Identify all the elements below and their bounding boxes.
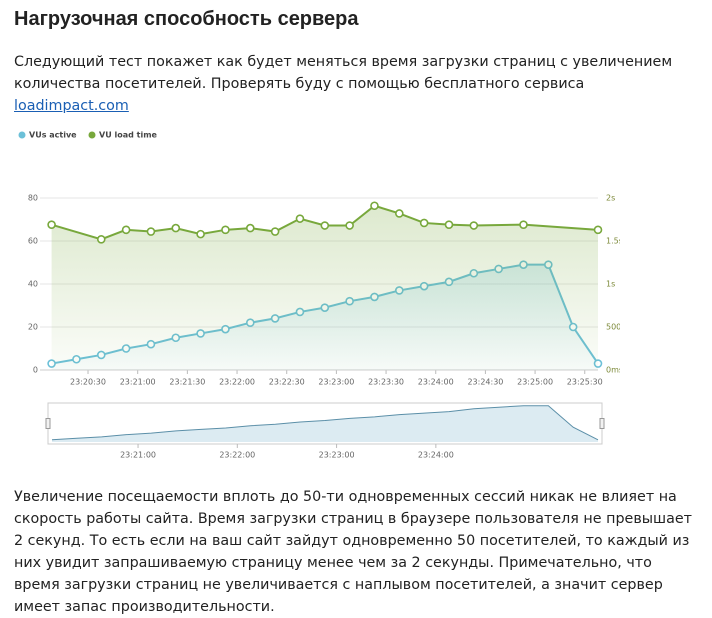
y-tick-label: 0 bbox=[33, 366, 38, 375]
y2-tick-label: 1s bbox=[606, 280, 615, 289]
legend-marker bbox=[88, 131, 96, 139]
y2-tick-label: 500ms bbox=[606, 323, 620, 332]
point bbox=[469, 221, 479, 230]
point bbox=[419, 218, 429, 228]
legend-marker bbox=[18, 131, 26, 139]
x-tick-label: 23:24:00 bbox=[418, 378, 454, 387]
point bbox=[519, 220, 528, 229]
x-tick-label: 23:24:30 bbox=[467, 378, 503, 387]
point bbox=[295, 214, 305, 223]
point bbox=[245, 223, 255, 233]
area bbox=[51, 205, 598, 370]
x-tick-label: 23:25:00 bbox=[517, 378, 553, 387]
x-tick-label: 23:21:00 bbox=[120, 378, 156, 387]
navigator-tick-label: 23:24:00 bbox=[418, 451, 454, 460]
x-tick-label: 23:20:30 bbox=[70, 378, 106, 387]
point bbox=[221, 225, 230, 235]
point bbox=[370, 201, 379, 211]
x-tick-label: 23:25:30 bbox=[567, 378, 603, 387]
point bbox=[196, 229, 205, 239]
point bbox=[444, 220, 454, 229]
point bbox=[270, 227, 280, 236]
x-tick-label: 23:22:00 bbox=[219, 378, 255, 387]
link[interactable]: loadimpact.com bbox=[14, 98, 129, 114]
navigator-tick-label: 23:23:00 bbox=[319, 451, 355, 460]
point bbox=[593, 225, 603, 235]
y-tick-label: 60 bbox=[28, 237, 38, 246]
intro-paragraph: Следующий тест покажет как будет менятьс… bbox=[14, 51, 694, 117]
y2-tick-label: 0ms bbox=[606, 366, 620, 375]
navigator-area bbox=[52, 405, 598, 442]
chart: VUs active VU load time 0 20 40 60 80 0ms 500ms 1… bbox=[18, 131, 620, 460]
point bbox=[320, 221, 330, 230]
navigator-handle bbox=[599, 418, 605, 429]
y-tick-label: 80 bbox=[28, 194, 38, 203]
point bbox=[121, 225, 131, 235]
point bbox=[345, 221, 354, 230]
x-tick-label: 23:23:00 bbox=[318, 378, 354, 387]
article-title: Нагрузочная способность сервера bbox=[14, 8, 359, 30]
x-tick-label: 23:22:30 bbox=[269, 378, 305, 387]
intro-text: Следующий тест покажет как будет менятьс… bbox=[14, 54, 673, 92]
legend-label: VU load time bbox=[99, 131, 158, 140]
point bbox=[47, 220, 56, 229]
y2-tick-label: 2s bbox=[606, 194, 615, 203]
navigator-handle bbox=[45, 418, 51, 429]
y-tick-label: 20 bbox=[28, 323, 38, 332]
navigator-line bbox=[51, 405, 599, 441]
point bbox=[146, 227, 156, 236]
y2-tick-label: 1.5s bbox=[606, 237, 620, 246]
legend-label: VUs active bbox=[29, 131, 77, 140]
outro-paragraph: Увеличение посещаемости вплоть до 50-ти … bbox=[14, 489, 692, 615]
navigator-tick-label: 23:22:00 bbox=[219, 451, 255, 460]
point bbox=[171, 223, 181, 233]
page: Нагрузочная способность сервера Следующи… bbox=[14, 8, 694, 615]
point bbox=[395, 209, 404, 218]
point bbox=[96, 234, 106, 244]
y-tick-label: 40 bbox=[28, 280, 38, 289]
x-tick-label: 23:23:30 bbox=[368, 378, 404, 387]
x-tick-label: 23:21:30 bbox=[169, 378, 205, 387]
navigator-tick-label: 23:21:00 bbox=[120, 451, 156, 460]
